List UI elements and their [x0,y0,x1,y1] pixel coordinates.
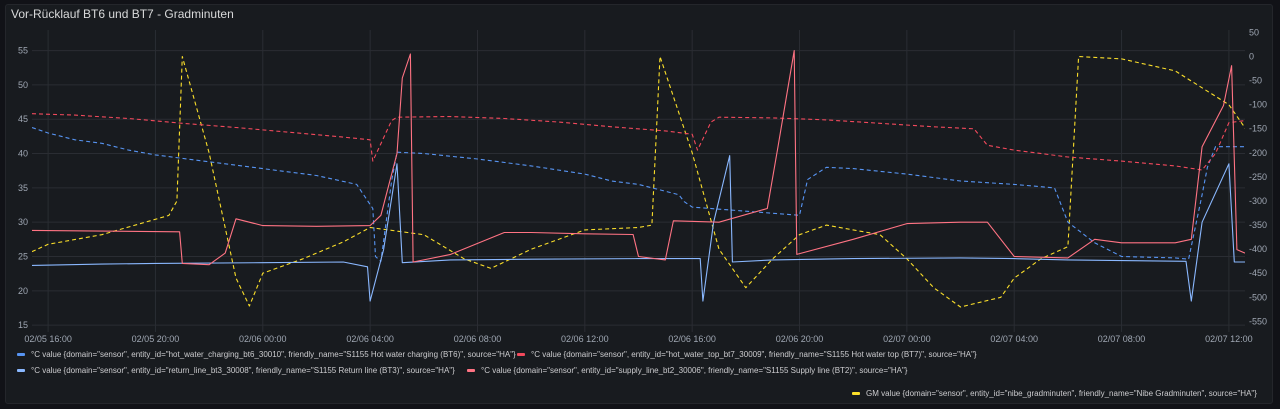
x-tick-label: 02/07 00:00 [883,334,931,344]
y-right-tick-label: -500 [1249,292,1267,302]
y-left-tick-label: 25 [18,252,28,262]
series-lines [32,50,1245,308]
x-tick-label: 02/06 04:00 [346,334,394,344]
legend-label-gm: GM value {domain="sensor", entity_id="ni… [866,389,1257,398]
x-tick-label: 02/06 00:00 [239,334,287,344]
x-tick-label: 02/07 04:00 [990,334,1038,344]
y-right-tick-label: 50 [1249,27,1259,37]
legend-label-bt6: °C value {domain="sensor", entity_id="ho… [31,350,516,359]
x-tick-label: 02/05 20:00 [132,334,180,344]
legend-label-bt7: °C value {domain="sensor", entity_id="ho… [531,350,977,359]
legend-item-bt6[interactable]: °C value {domain="sensor", entity_id="ho… [17,350,516,359]
graph-panel [5,4,1273,404]
legend-swatch-bt2 [467,369,475,372]
y-left-tick-label: 50 [18,80,28,90]
series-line-bt6 [32,126,1245,262]
legend-swatch-bt6 [17,353,25,356]
panel-title[interactable]: Vor-Rücklauf BT6 und BT7 - Gradminuten [11,7,234,21]
x-tick-label: 02/06 16:00 [668,334,716,344]
legend-label-bt2: °C value {domain="sensor", entity_id="su… [481,366,908,375]
y-left-tick-label: 15 [18,320,28,330]
y-left-tick-label: 20 [18,286,28,296]
y-right-tick-label: -50 [1249,76,1262,86]
grid-lines [32,30,1245,332]
y-axis-right: 50 0 -50 -100 -150 -200 -250 -300 -350 -400 -450 -5… [1249,27,1267,326]
x-axis: 02/05 16:00 02/05 20:00 02/06 00:00 02/06 0… [24,334,1253,344]
legend-item-bt3[interactable]: °C value {domain="sensor", entity_id="re… [17,366,455,375]
y-left-tick-label: 30 [18,217,28,227]
x-tick-label: 02/05 16:00 [24,334,72,344]
legend-item-bt7[interactable]: °C value {domain="sensor", entity_id="ho… [517,350,977,359]
series-line-gm [32,55,1245,308]
y-right-tick-label: -100 [1249,100,1267,110]
y-left-tick-label: 40 [18,149,28,159]
y-right-tick-label: -150 [1249,124,1267,134]
y-left-tick-label: 35 [18,183,28,193]
legend-item-bt2[interactable]: °C value {domain="sensor", entity_id="su… [467,366,907,375]
x-tick-label: 02/06 20:00 [776,334,824,344]
legend-item-gm[interactable]: GM value {domain="sensor", entity_id="ni… [852,389,1257,398]
series-line-bt7 [32,113,1245,171]
legend-swatch-bt3 [17,369,25,372]
y-right-tick-label: 0 [1249,51,1254,61]
y-left-tick-label: 45 [18,114,28,124]
x-tick-label: 02/06 12:00 [561,334,609,344]
series-line-bt3 [32,155,1245,302]
y-right-tick-label: -250 [1249,172,1267,182]
y-right-tick-label: -350 [1249,220,1267,230]
y-axis-left: 15 20 25 30 35 40 45 50 55 [18,46,28,331]
legend-swatch-gm [852,392,860,395]
y-right-tick-label: -450 [1249,268,1267,278]
y-right-tick-label: -400 [1249,244,1267,254]
x-tick-label: 02/07 08:00 [1098,334,1146,344]
y-right-tick-label: -550 [1249,316,1267,326]
y-right-tick-label: -300 [1249,196,1267,206]
y-right-tick-label: -200 [1249,148,1267,158]
series-line-bt2 [32,50,1245,266]
y-left-tick-label: 55 [18,46,28,56]
legend-label-bt3: °C value {domain="sensor", entity_id="re… [31,366,455,375]
x-tick-label: 02/06 08:00 [454,334,502,344]
legend-swatch-bt7 [517,353,525,356]
x-tick-label: 02/07 12:00 [1205,334,1253,344]
